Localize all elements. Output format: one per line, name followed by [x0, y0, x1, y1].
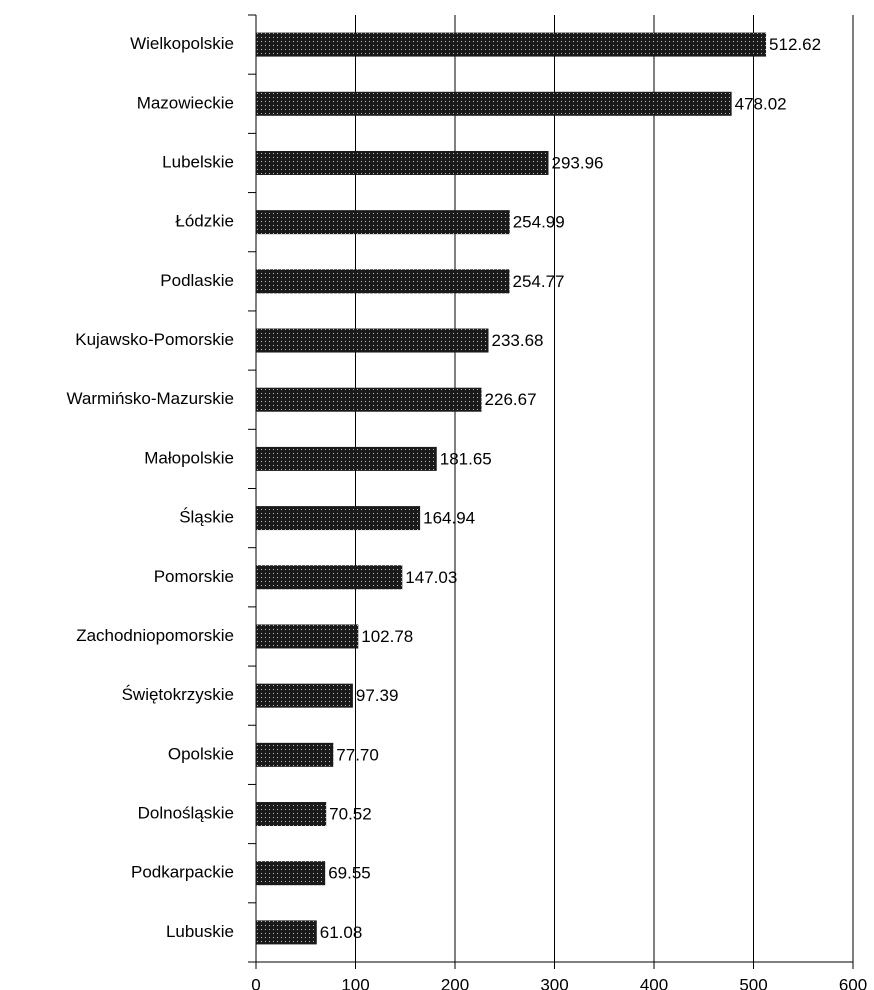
y-tick-label: Świętokrzyskie — [122, 685, 234, 704]
value-label: 181.65 — [440, 449, 492, 468]
bar — [256, 802, 327, 827]
bar — [256, 683, 353, 708]
y-tick-label: Lubelskie — [162, 152, 234, 171]
value-label: 254.77 — [512, 272, 564, 291]
y-tick-label: Podkarpackie — [131, 863, 234, 882]
bar — [256, 210, 510, 235]
bar — [256, 446, 437, 471]
bar — [256, 269, 510, 294]
y-tick-label: Podlaskie — [160, 271, 234, 290]
bar — [256, 742, 334, 767]
value-label: 70.52 — [329, 805, 372, 824]
bar — [256, 150, 549, 175]
value-label: 102.78 — [361, 627, 413, 646]
bar — [256, 624, 359, 649]
value-label: 164.94 — [423, 509, 475, 528]
y-tick-label: Kujawsko-Pomorskie — [75, 330, 234, 349]
y-tick-label: Wielkopolskie — [130, 34, 234, 53]
y-tick-label: Małopolskie — [144, 448, 234, 467]
bar — [256, 32, 767, 57]
bar — [256, 920, 317, 945]
y-tick-label: Dolnośląskie — [138, 804, 234, 823]
y-tick-label: Lubuskie — [166, 922, 234, 941]
y-tick-label: Zachodniopomorskie — [76, 626, 234, 645]
x-tick-label: 300 — [540, 975, 568, 990]
value-label: 233.68 — [492, 331, 544, 350]
value-label: 478.02 — [735, 94, 787, 113]
value-label: 512.62 — [769, 35, 821, 54]
y-tick-label: Mazowieckie — [137, 93, 234, 112]
value-label: 77.70 — [336, 745, 379, 764]
x-tick-label: 200 — [441, 975, 469, 990]
x-tick-label: 400 — [640, 975, 668, 990]
value-label: 226.67 — [485, 390, 537, 409]
y-tick-label: Warmińsko-Mazurskie — [66, 389, 234, 408]
value-label: 293.96 — [551, 153, 603, 172]
bar — [256, 328, 489, 353]
value-label: 254.99 — [513, 213, 565, 232]
value-label: 97.39 — [356, 686, 399, 705]
y-tick-label: Śląskie — [179, 508, 234, 527]
bar — [256, 861, 326, 886]
bar — [256, 91, 732, 116]
bar — [256, 506, 421, 531]
x-tick-label: 600 — [839, 975, 867, 990]
bar — [256, 565, 403, 590]
y-tick-label: Łódzkie — [175, 212, 234, 231]
value-label: 61.08 — [320, 923, 363, 942]
y-tick-label: Opolskie — [168, 744, 234, 763]
x-tick-label: 500 — [739, 975, 767, 990]
y-tick-label: Pomorskie — [154, 567, 234, 586]
bar — [256, 387, 482, 412]
x-tick-label: 100 — [341, 975, 369, 990]
value-label: 69.55 — [328, 864, 371, 883]
value-label: 147.03 — [405, 568, 457, 587]
x-tick-label: 0 — [251, 975, 260, 990]
